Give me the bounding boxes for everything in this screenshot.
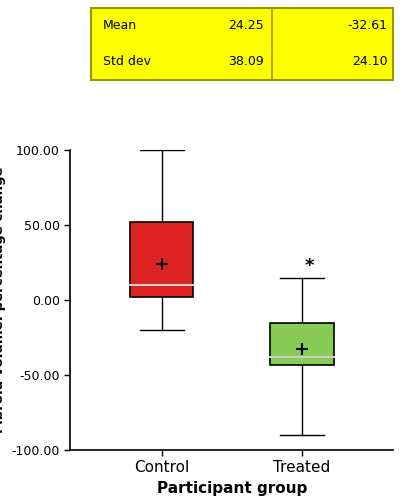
Text: Mean: Mean — [103, 19, 137, 32]
Bar — [270, 322, 333, 364]
Text: -32.61: -32.61 — [347, 19, 386, 32]
Text: 24.10: 24.10 — [351, 56, 386, 68]
Text: *: * — [304, 256, 313, 274]
Bar — [130, 222, 193, 297]
Text: Std dev: Std dev — [103, 56, 151, 68]
Text: 24.25: 24.25 — [227, 19, 263, 32]
X-axis label: Participant group: Participant group — [156, 481, 306, 496]
Text: 38.09: 38.09 — [227, 56, 263, 68]
Y-axis label: Fibroid volume: percentage change: Fibroid volume: percentage change — [0, 167, 6, 433]
